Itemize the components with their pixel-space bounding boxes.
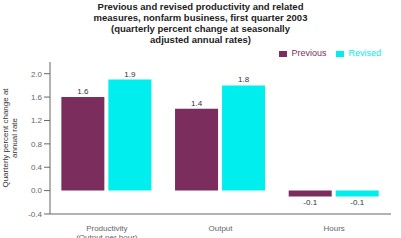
svg-text:-0.1: -0.1	[350, 198, 364, 207]
svg-text:1.6: 1.6	[31, 93, 43, 102]
svg-text:Output: Output	[208, 224, 233, 233]
html-text:Revised: Revised	[348, 48, 381, 58]
svg-text:2.0: 2.0	[31, 70, 43, 79]
html-text:Previous and revised productiv: Previous and revised productivity and re…	[93, 1, 308, 45]
svg-text:-0.1: -0.1	[303, 198, 317, 207]
svg-text:1.4: 1.4	[191, 99, 203, 108]
svg-text:1.6: 1.6	[77, 87, 89, 96]
svg-text:1.2: 1.2	[31, 116, 43, 125]
svg-text:1.8: 1.8	[238, 75, 250, 84]
svg-text:Productivity(Output per hour): Productivity(Output per hour)	[76, 224, 138, 238]
svg-text:Hours: Hours	[323, 224, 344, 233]
svg-text:1.9: 1.9	[124, 70, 136, 79]
svg-text:0.8: 0.8	[31, 140, 43, 149]
svg-text:-0.4: -0.4	[28, 210, 42, 219]
svg-text:0.0: 0.0	[31, 186, 43, 195]
html-text:Previous: Previous	[291, 48, 327, 58]
svg-text:Quarterly percent change atann: Quarterly percent change atannual rate	[8, 88, 19, 188]
svg-text:0.4: 0.4	[31, 163, 43, 172]
